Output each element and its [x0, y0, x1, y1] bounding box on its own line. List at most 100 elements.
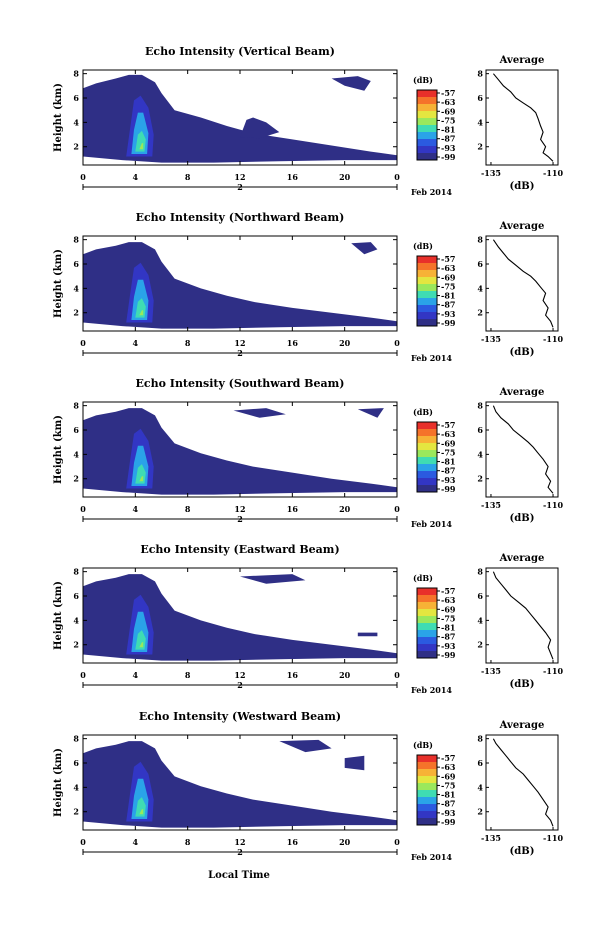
colorbar-swatch	[417, 637, 437, 645]
colorbar-label: -93	[441, 309, 456, 319]
y-tick-label: 6	[73, 425, 79, 435]
profile-y-label: 6	[477, 591, 483, 601]
colorbar-swatch	[417, 485, 437, 493]
profile-y-label: 6	[477, 259, 483, 269]
colorbar-swatch	[417, 277, 437, 285]
profile-y-label: 6	[477, 93, 483, 103]
echo-region	[83, 74, 397, 163]
date-day: 2	[237, 680, 243, 690]
colorbar-swatch	[417, 443, 437, 451]
y-axis-label: Height (km)	[53, 83, 64, 152]
x-tick-label: 0	[80, 338, 86, 348]
x-tick-label: 20	[339, 670, 351, 680]
profile-y-label: 4	[477, 449, 483, 459]
y-tick-label: 8	[73, 401, 79, 411]
profile-frame	[485, 734, 559, 831]
colorbar-swatch	[417, 118, 437, 126]
x-tick-label: 8	[185, 670, 191, 680]
x-tick-label: 12	[234, 172, 245, 182]
echo-region	[279, 739, 332, 753]
echo-region	[139, 143, 144, 150]
colorbar-label: -69	[441, 604, 456, 614]
y-tick-label: 4	[73, 117, 79, 127]
colorbar-swatch	[417, 616, 437, 624]
colorbar-swatch	[417, 755, 437, 763]
colorbar-unit: (dB)	[413, 407, 433, 417]
colorbar-label: -81	[441, 457, 455, 467]
y-tick-label: 6	[73, 758, 79, 768]
colorbar-swatch	[417, 644, 437, 652]
colorbar-label: -99	[441, 318, 456, 328]
echo-region	[351, 242, 378, 255]
x-tick-label: 20	[339, 172, 351, 182]
profile-x-label: -110	[543, 666, 563, 676]
colorbar-swatch	[417, 769, 437, 777]
x-tick-label: 4	[133, 670, 139, 680]
colorbar-label: -63	[441, 762, 456, 772]
date-label: Feb 2014	[411, 852, 452, 862]
chart-title: Echo Intensity (Eastward Beam)	[140, 543, 339, 556]
panel-2: Echo Intensity (Northward Beam) 2 4 6 8 Heigh…	[53, 211, 563, 363]
profile-frame	[485, 235, 559, 332]
profile-y-label: 2	[477, 308, 483, 318]
colorbar-label: -57	[441, 420, 455, 430]
profile-xlabel: (dB)	[510, 846, 535, 857]
average-profile-line	[492, 738, 554, 827]
colorbar-swatch	[417, 471, 437, 479]
profile-xlabel: (dB)	[510, 181, 535, 192]
y-tick-label: 4	[73, 615, 79, 625]
profile-y-label: 2	[477, 640, 483, 650]
colorbar-swatch	[417, 436, 437, 444]
heatmap-layer	[83, 242, 397, 329]
profile-y-label: 6	[477, 425, 483, 435]
profile-y-label: 4	[477, 283, 483, 293]
colorbar-label: -87	[441, 632, 455, 642]
x-tick-label: 0	[394, 172, 400, 182]
colorbar-unit: (dB)	[413, 573, 433, 583]
echo-region	[357, 632, 378, 637]
colorbar-swatch	[417, 298, 437, 306]
profile-title: Average	[499, 387, 545, 398]
colorbar-swatch	[417, 818, 437, 826]
echo-region	[233, 408, 286, 418]
colorbar-frame	[416, 255, 438, 327]
colorbar-label: -75	[441, 281, 455, 291]
colorbar-swatch	[417, 270, 437, 278]
colorbar-swatch	[417, 263, 437, 271]
echo-region	[83, 408, 397, 495]
colorbar-unit: (dB)	[413, 740, 433, 750]
colorbar-swatch	[417, 132, 437, 140]
colorbar-label: -75	[441, 115, 455, 125]
colorbar-swatch	[417, 422, 437, 430]
colorbar-label: -63	[441, 263, 456, 273]
x-tick-label: 20	[339, 504, 351, 514]
profile-y-label: 4	[477, 782, 483, 792]
colorbar-swatch	[417, 762, 437, 770]
profile-y-label: 8	[477, 235, 483, 245]
y-tick-label: 8	[73, 69, 79, 79]
colorbar-label: -57	[441, 753, 455, 763]
profile-title: Average	[499, 55, 545, 66]
heatmap-layer	[83, 739, 397, 828]
profile-y-label: 8	[477, 401, 483, 411]
colorbar-swatch	[417, 104, 437, 112]
profile-x-label: -110	[543, 833, 563, 843]
profile-y-label: 4	[477, 615, 483, 625]
y-axis-label: Height (km)	[53, 748, 64, 817]
profile-y-label: 2	[477, 807, 483, 817]
y-tick-label: 8	[73, 235, 79, 245]
colorbar-swatch	[417, 623, 437, 631]
profile-frame	[485, 69, 559, 166]
profile-y-label: 8	[477, 567, 483, 577]
echo-region	[139, 642, 144, 648]
profile-title: Average	[499, 221, 545, 232]
colorbar-frame	[416, 587, 438, 659]
echo-region	[331, 76, 371, 91]
y-tick-label: 6	[73, 259, 79, 269]
y-axis-label: Height (km)	[53, 581, 64, 650]
x-tick-label: 4	[133, 172, 139, 182]
x-tick-label: 12	[234, 837, 245, 847]
colorbar-swatch	[417, 464, 437, 472]
colorbar-swatch	[417, 457, 437, 465]
